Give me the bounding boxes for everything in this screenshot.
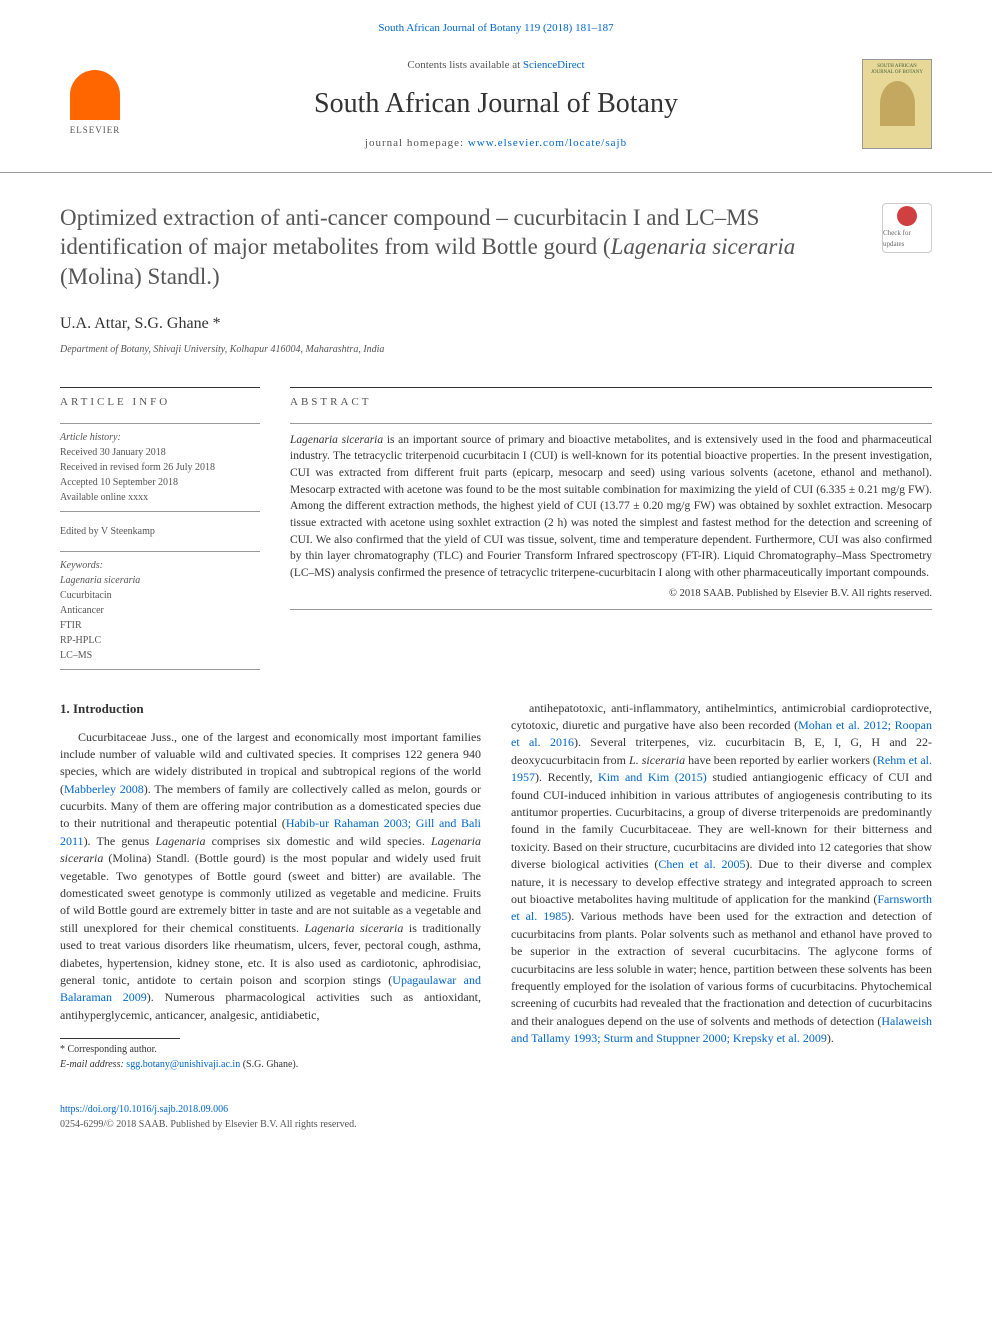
keyword-2: Cucurbitacin bbox=[60, 590, 112, 601]
email-who: (S.G. Ghane). bbox=[240, 1059, 298, 1070]
journal-cover-thumbnail: SOUTH AFRICAN JOURNAL OF BOTANY bbox=[862, 59, 932, 149]
homepage-link[interactable]: www.elsevier.com/locate/sajb bbox=[468, 137, 627, 149]
intro-paragraph-right: antihepatotoxic, anti-inflammatory, anti… bbox=[511, 700, 932, 1048]
page-footer: https://doi.org/10.1016/j.sajb.2018.09.0… bbox=[0, 1092, 992, 1162]
intro-heading: 1. Introduction bbox=[60, 700, 481, 719]
homepage-label: journal homepage: bbox=[365, 137, 468, 149]
keyword-1: Lagenaria siceraria bbox=[60, 575, 140, 586]
title-post: (Molina) Standl.) bbox=[60, 264, 220, 289]
intro-paragraph-left: Cucurbitaceae Juss., one of the largest … bbox=[60, 729, 481, 1025]
title-species: Lagenaria siceraria bbox=[611, 234, 796, 259]
masthead-center: Contents lists available at ScienceDirec… bbox=[130, 57, 862, 152]
cover-title: SOUTH AFRICAN JOURNAL OF BOTANY bbox=[867, 64, 927, 75]
article-info-column: article info Article history: Received 3… bbox=[60, 387, 260, 670]
ref-kim[interactable]: Kim and Kim (2015) bbox=[598, 770, 707, 784]
column-left: 1. Introduction Cucurbitaceae Juss., one… bbox=[60, 700, 481, 1072]
history-label: Article history: bbox=[60, 432, 121, 443]
running-header: South African Journal of Botany 119 (201… bbox=[0, 0, 992, 47]
ref-mabberley[interactable]: Mabberley 2008 bbox=[64, 782, 144, 796]
corresponding-author-note: * Corresponding author. bbox=[60, 1043, 481, 1058]
keyword-6: LC–MS bbox=[60, 650, 92, 661]
elsevier-tree-icon bbox=[70, 70, 120, 120]
history-revised: Received in revised form 26 July 2018 bbox=[60, 462, 215, 473]
t: comprises six domestic and wild species. bbox=[206, 834, 431, 848]
keyword-3: Anticancer bbox=[60, 605, 104, 616]
journal-title: South African Journal of Botany bbox=[130, 83, 862, 125]
column-right: antihepatotoxic, anti-inflammatory, anti… bbox=[511, 700, 932, 1072]
t: ). The genus bbox=[84, 834, 156, 848]
article-header: Check for updates Optimized extraction o… bbox=[0, 173, 992, 378]
email-label: E-mail address: bbox=[60, 1059, 126, 1070]
species-abbrev: L. siceraria bbox=[629, 753, 685, 767]
keyword-4: FTIR bbox=[60, 620, 82, 631]
elsevier-label: ELSEVIER bbox=[70, 124, 121, 138]
species: Lagenaria siceraria bbox=[305, 921, 404, 935]
contents-text: Contents lists available at bbox=[407, 59, 522, 71]
email-link[interactable]: sgg.botany@unishivaji.ac.in bbox=[126, 1059, 240, 1070]
sciencedirect-link[interactable]: ScienceDirect bbox=[523, 59, 585, 71]
abstract-species: Lagenaria siceraria bbox=[290, 434, 383, 446]
journal-homepage-line: journal homepage: www.elsevier.com/locat… bbox=[130, 135, 862, 152]
article-history-block: Article history: Received 30 January 201… bbox=[60, 423, 260, 512]
article-title: Optimized extraction of anti-cancer comp… bbox=[60, 203, 932, 293]
genus: Lagenaria bbox=[156, 834, 206, 848]
cover-tree-icon bbox=[880, 81, 915, 126]
issn-copyright: 0254-6299/© 2018 SAAB. Published by Else… bbox=[60, 1119, 357, 1130]
authors: U.A. Attar, S.G. Ghane * bbox=[60, 312, 932, 336]
abstract-copyright: © 2018 SAAB. Published by Elsevier B.V. … bbox=[290, 586, 932, 601]
article-info-heading: article info bbox=[60, 387, 260, 411]
t: ). Various methods have been used for th… bbox=[511, 909, 932, 1027]
history-received: Received 30 January 2018 bbox=[60, 447, 166, 458]
citation-link[interactable]: South African Journal of Botany 119 (201… bbox=[378, 22, 613, 34]
history-available: Available online xxxx bbox=[60, 492, 148, 503]
abstract-text: Lagenaria siceraria is an important sour… bbox=[290, 423, 932, 610]
abstract-body: is an important source of primary and bi… bbox=[290, 434, 932, 579]
history-accepted: Accepted 10 September 2018 bbox=[60, 477, 178, 488]
contents-available-line: Contents lists available at ScienceDirec… bbox=[130, 57, 862, 74]
affiliation: Department of Botany, Shivaji University… bbox=[60, 342, 932, 357]
keywords-label: Keywords: bbox=[60, 560, 103, 571]
t: ). bbox=[827, 1031, 834, 1045]
body-columns: 1. Introduction Cucurbitaceae Juss., one… bbox=[0, 690, 992, 1092]
t: ). Recently, bbox=[535, 770, 598, 784]
edited-by: Edited by V Steenkamp bbox=[60, 524, 260, 539]
footnote-separator bbox=[60, 1038, 180, 1039]
email-note: E-mail address: sgg.botany@unishivaji.ac… bbox=[60, 1058, 481, 1073]
check-updates-badge[interactable]: Check for updates bbox=[882, 203, 932, 253]
ref-chen[interactable]: Chen et al. 2005 bbox=[658, 857, 745, 871]
abstract-heading: abstract bbox=[290, 387, 932, 411]
check-updates-label: Check for updates bbox=[883, 228, 931, 249]
keyword-5: RP-HPLC bbox=[60, 635, 101, 646]
t: have been reported by earlier workers ( bbox=[685, 753, 877, 767]
crossmark-icon bbox=[897, 206, 917, 226]
doi-link[interactable]: https://doi.org/10.1016/j.sajb.2018.09.0… bbox=[60, 1104, 228, 1115]
keywords-block: Keywords: Lagenaria siceraria Cucurbitac… bbox=[60, 551, 260, 670]
elsevier-logo: ELSEVIER bbox=[60, 64, 130, 144]
abstract-column: abstract Lagenaria siceraria is an impor… bbox=[290, 387, 932, 670]
info-abstract-row: article info Article history: Received 3… bbox=[0, 377, 992, 690]
masthead: ELSEVIER Contents lists available at Sci… bbox=[0, 47, 992, 173]
